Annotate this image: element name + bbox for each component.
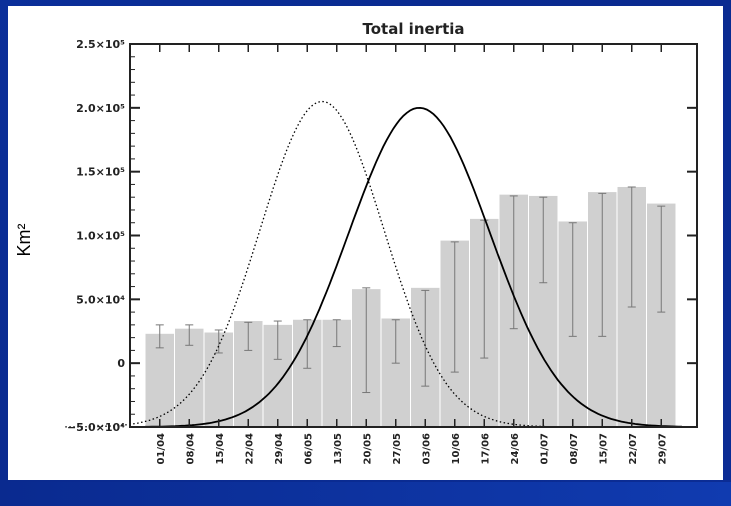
x-tick-label: 13/05 [333,433,344,465]
x-tick-label: 22/04 [244,433,255,465]
y-axis-label: Km² [14,224,34,257]
x-tick-label: 27/05 [392,433,403,465]
x-tick-label: 01/07 [539,433,550,465]
x-tick-label: 24/06 [510,433,521,465]
dotted-curve [65,100,570,428]
chart-title: Total inertia [362,20,464,38]
x-tick-label: 03/06 [421,433,432,465]
solid-curve [145,106,682,428]
y-tick-label: −5.0×10⁴ [67,421,125,434]
x-tick-label: 29/04 [274,433,285,465]
y-tick-label: 2.0×10⁵ [76,102,125,115]
bar-01/04 [145,333,174,427]
y-tick-label: 5.0×10⁴ [76,293,125,306]
x-tick-label: 15/07 [598,433,609,465]
x-tick-label: 20/05 [362,433,373,465]
x-tick-label: 10/06 [451,433,462,465]
y-tick-label: 1.0×10⁵ [76,230,125,243]
x-tick-label: 29/07 [657,433,668,465]
y-tick-label: 0 [117,357,125,370]
x-tick-label: 17/06 [480,433,491,465]
y-tick-label: 2.5×10⁵ [76,38,125,51]
y-tick-label: 1.5×10⁵ [76,166,125,179]
background-strip [0,482,731,506]
x-tick-label: 01/04 [156,433,167,465]
x-tick-label: 08/04 [185,433,196,465]
x-tick-label: 06/05 [303,433,314,465]
x-tick-label: 22/07 [628,433,639,465]
x-tick-label: 08/07 [569,433,580,465]
x-tick-label: 15/04 [215,433,226,465]
